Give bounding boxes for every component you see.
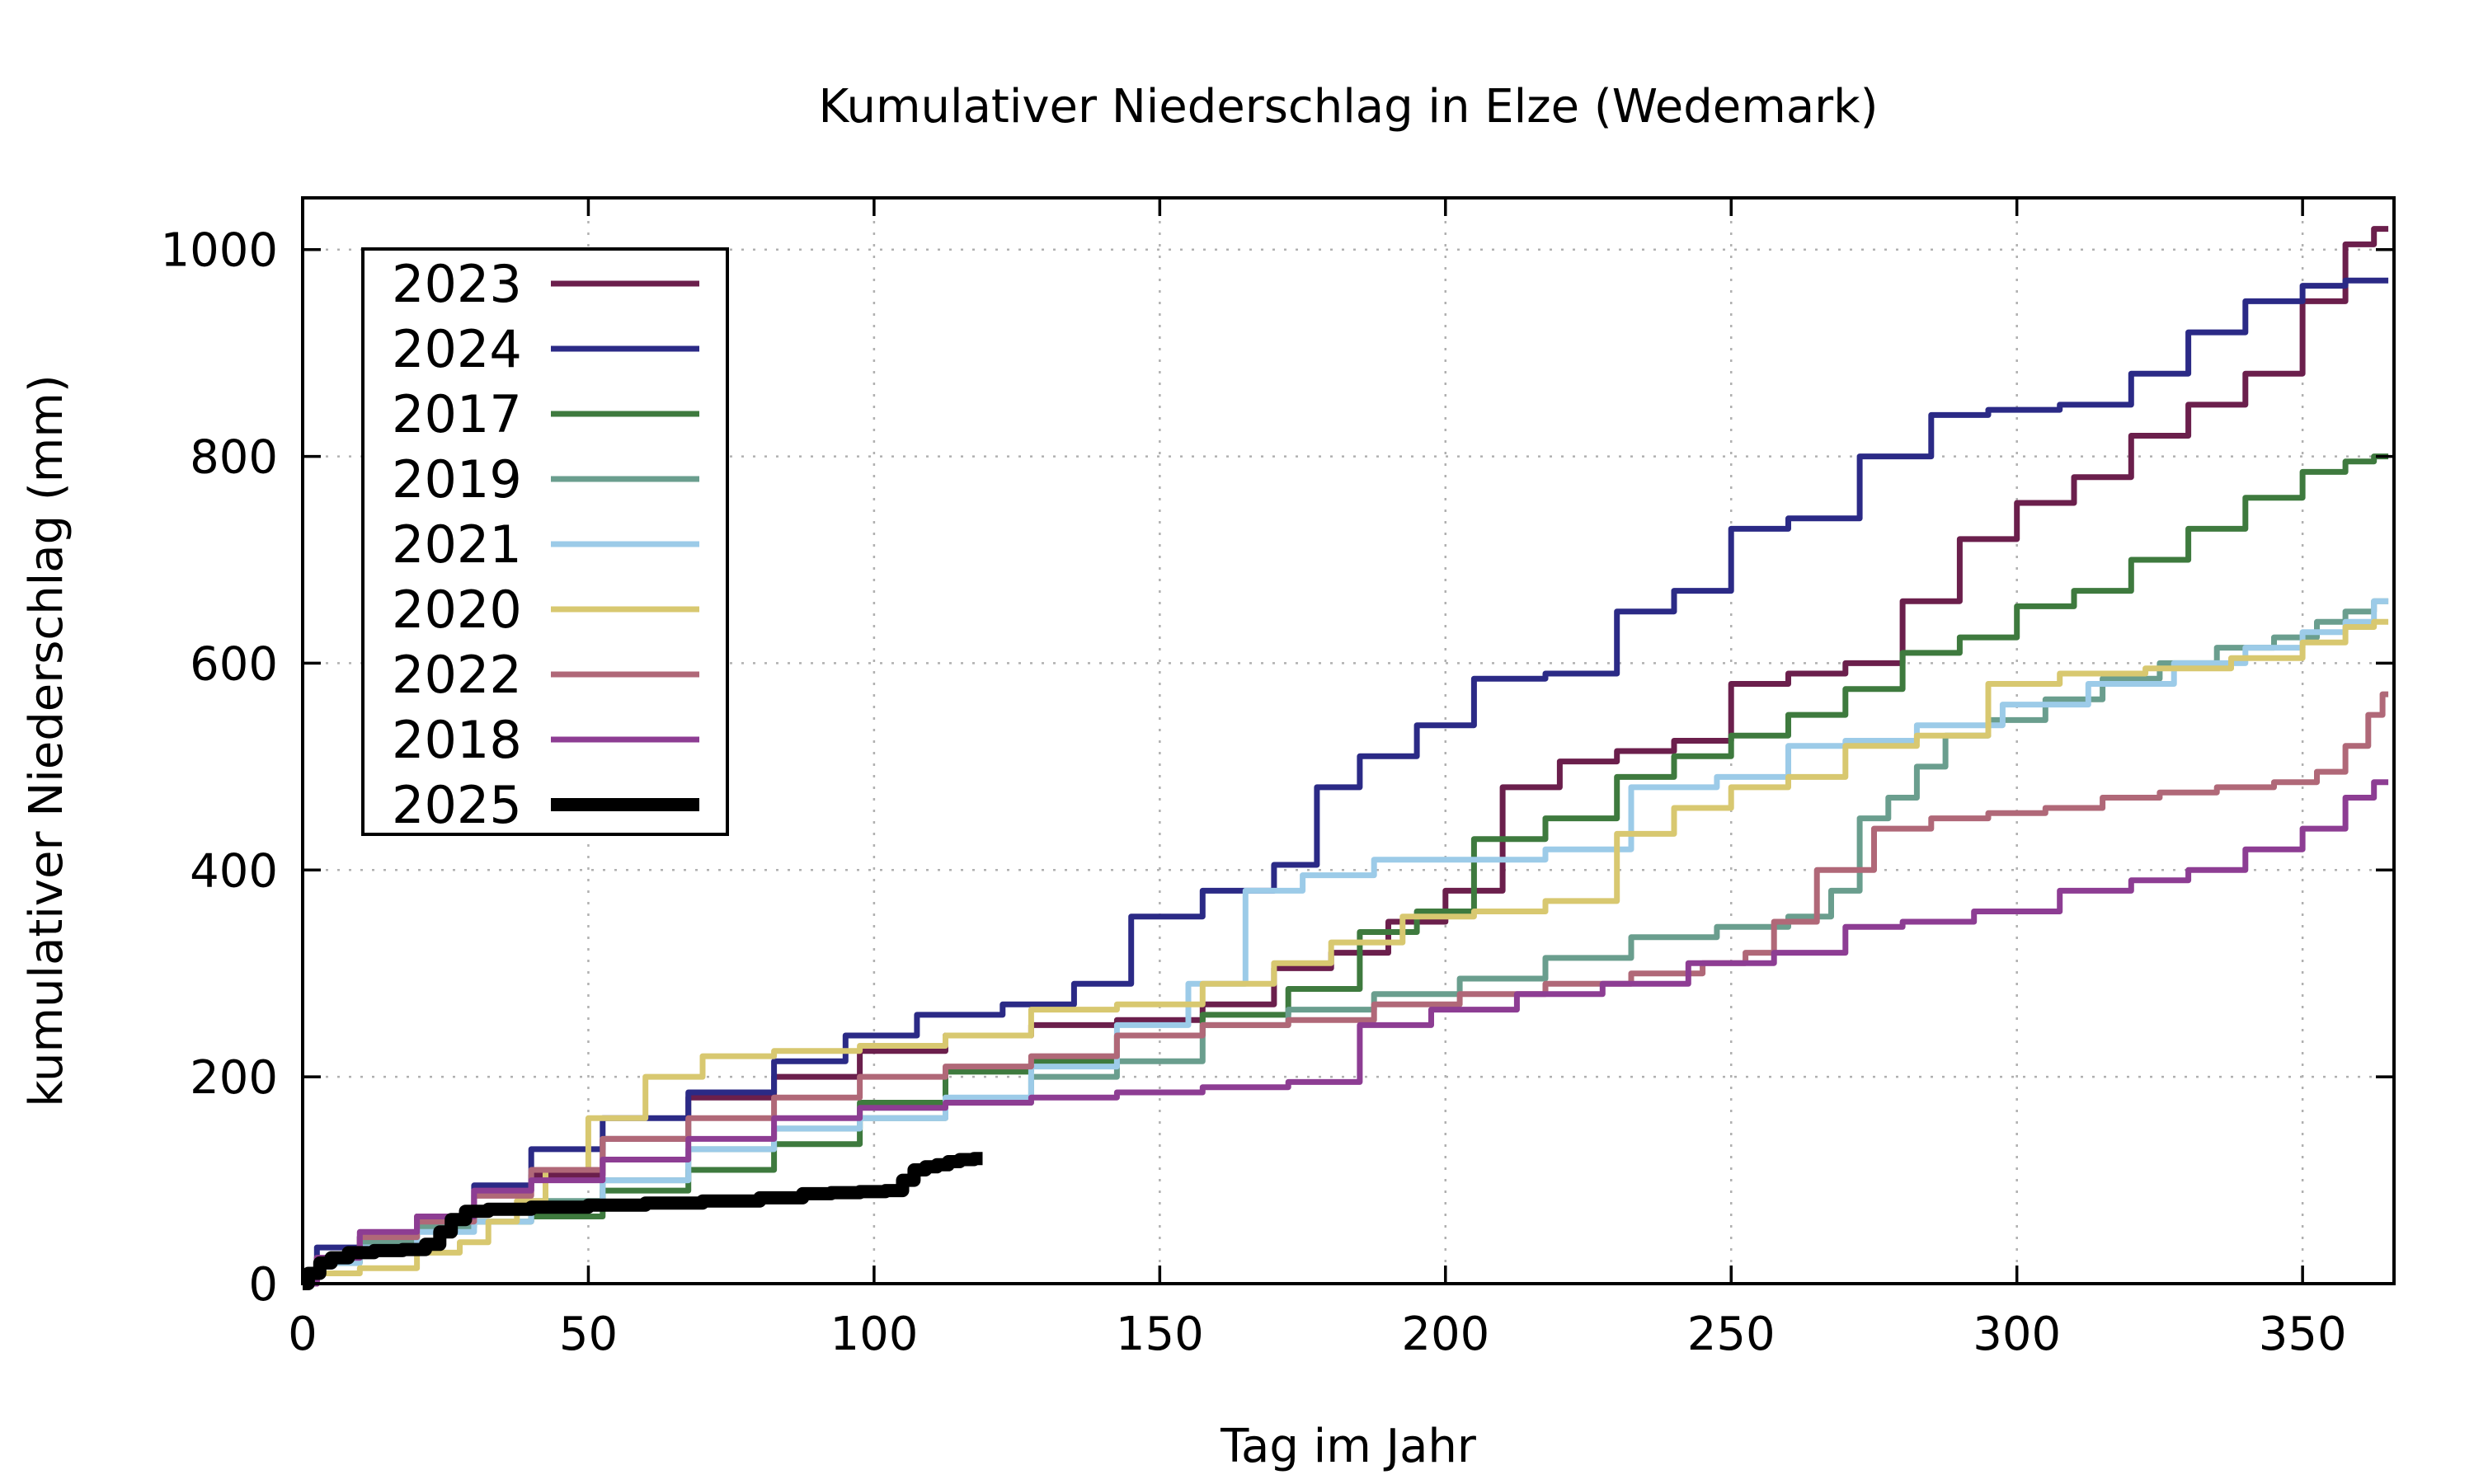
x-tick-label: 150 (1116, 1308, 1204, 1361)
y-tick-label: 1000 (160, 224, 278, 278)
x-tick-label: 0 (288, 1308, 317, 1361)
y-tick-label: 0 (248, 1258, 278, 1312)
x-tick-label: 300 (1973, 1308, 2061, 1361)
legend-label-2024: 2024 (392, 319, 522, 379)
y-tick-label: 600 (190, 637, 278, 691)
series-line-2025 (301, 1152, 983, 1290)
axis-ticks: 0 50 100 150 200 250 300 350 0 200 400 600 800 1000 (160, 198, 2394, 1361)
plot-frame (301, 196, 2396, 1285)
legend-label-2019: 2019 (392, 449, 522, 510)
x-tick-label: 100 (830, 1308, 918, 1361)
legend-label-2018: 2018 (392, 710, 522, 770)
legend-label-2025: 2025 (392, 775, 522, 835)
legend-label-2021: 2021 (392, 514, 522, 575)
x-tick-label: 50 (559, 1308, 618, 1361)
legend-label-2023: 2023 (392, 254, 522, 314)
y-axis-title: kumulativer Niederschlag (mm) (20, 374, 73, 1106)
legend-label-2020: 2020 (392, 580, 522, 640)
y-tick-label: 800 (190, 431, 278, 485)
y-tick-label: 400 (190, 844, 278, 898)
series-line-2018 (303, 779, 2389, 1287)
x-tick-label: 350 (2259, 1308, 2347, 1361)
series-line-2024 (303, 277, 2389, 1287)
y-tick-label: 200 (190, 1051, 278, 1105)
chart-title: Kumulativer Niederschlag in Elze (Wedema… (819, 80, 1879, 134)
series-line-2022 (303, 691, 2389, 1287)
series-lines (301, 226, 2389, 1290)
x-tick-label: 250 (1687, 1308, 1776, 1361)
legend-label-2022: 2022 (392, 645, 522, 705)
x-tick-label: 200 (1401, 1308, 1489, 1361)
series-line-2020 (303, 618, 2389, 1287)
x-axis-title: Tag im Jahr (1220, 1420, 1477, 1473)
legend-label-2017: 2017 (392, 384, 522, 444)
